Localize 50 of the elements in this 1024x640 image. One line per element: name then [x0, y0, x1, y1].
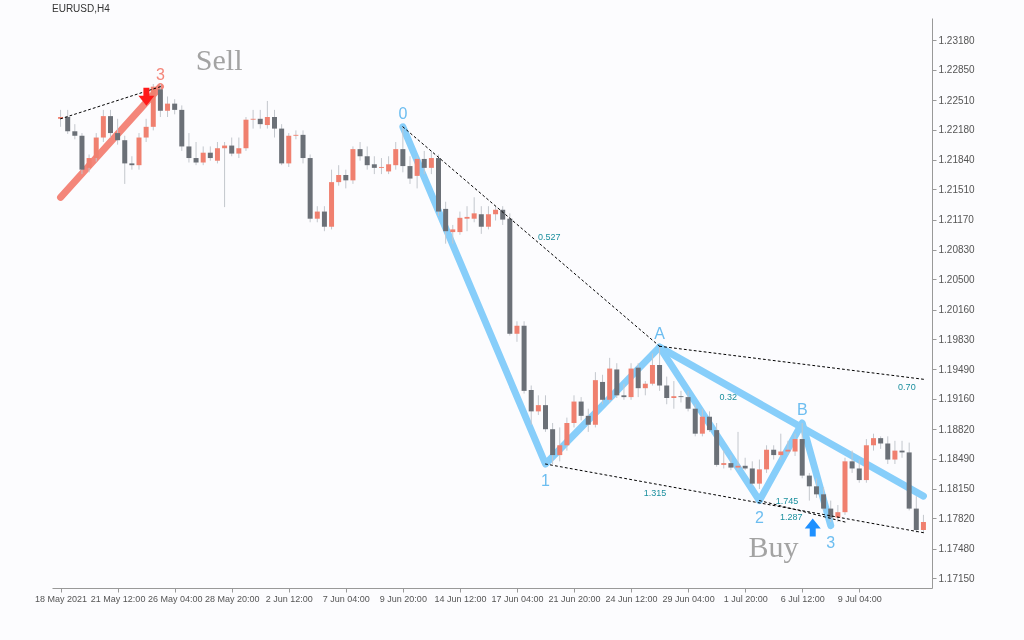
- annotation: 0.32: [719, 391, 737, 402]
- annotation: 3: [826, 533, 836, 551]
- y-tick-label: 1.21170: [938, 214, 975, 226]
- y-tick-label: 1.22510: [938, 94, 976, 106]
- annotation: 1.315: [643, 487, 667, 498]
- annotation: 1.745: [775, 495, 799, 506]
- x-tick-label: 6 Jul 12:00: [780, 593, 825, 604]
- x-tick-label: 21 May 12:00: [90, 593, 146, 604]
- annotation: 0.527: [537, 231, 561, 242]
- x-tick-label: 18 May 2021: [35, 593, 88, 604]
- y-tick-label: 1.18490: [938, 453, 976, 465]
- annotation: 2: [754, 508, 764, 526]
- annotation: 0.70: [898, 381, 916, 392]
- annotation: B: [796, 400, 808, 418]
- annotation: Buy: [748, 530, 799, 564]
- y-tick-label: 1.18150: [938, 483, 976, 495]
- y-tick-label: 1.19490: [938, 363, 976, 375]
- y-tick-label: 1.17480: [938, 543, 976, 555]
- y-tick-label: 1.20500: [938, 273, 976, 285]
- annotation: Sell: [195, 42, 243, 76]
- y-tick-label: 1.19160: [938, 393, 976, 405]
- x-tick-label: 7 Jun 04:00: [322, 593, 370, 604]
- annotation: 1.287: [779, 511, 803, 522]
- y-tick-label: 1.19830: [938, 333, 976, 345]
- x-tick-label: 9 Jul 04:00: [837, 593, 882, 604]
- annotation: 3: [155, 65, 165, 83]
- y-tick-label: 1.17150: [938, 572, 976, 584]
- y-tick-label: 1.20830: [938, 244, 976, 256]
- y-tick-label: 1.17820: [938, 512, 976, 524]
- x-tick-label: 21 Jun 20:00: [548, 593, 601, 604]
- y-tick-label: 1.21840: [938, 154, 976, 166]
- x-tick-label: 14 Jun 12:00: [434, 593, 487, 604]
- y-tick-label: 1.22850: [938, 64, 976, 76]
- annotation: 0: [398, 104, 408, 122]
- x-tick-label: 9 Jun 20:00: [379, 593, 427, 604]
- y-tick-label: 1.23180: [938, 34, 976, 46]
- chart-title: EURUSD,H4: [52, 3, 111, 14]
- y-tick-label: 1.20160: [938, 304, 976, 316]
- y-tick-label: 1.22180: [938, 124, 976, 135]
- x-tick-label: 2 Jun 12:00: [265, 593, 313, 604]
- x-tick-label: 29 Jun 04:00: [662, 593, 715, 604]
- x-tick-label: 1 Jul 20:00: [723, 593, 768, 604]
- annotation: A: [654, 325, 666, 343]
- x-tick-label: 26 May 04:00: [147, 593, 203, 604]
- x-tick-label: 24 Jun 12:00: [605, 593, 658, 604]
- x-tick-label: 28 May 20:00: [204, 593, 260, 604]
- x-tick-label: 17 Jun 04:00: [491, 593, 544, 604]
- annotation: 1: [541, 472, 551, 490]
- y-tick-label: 1.18820: [938, 423, 976, 435]
- y-tick-label: 1.21510: [938, 183, 976, 195]
